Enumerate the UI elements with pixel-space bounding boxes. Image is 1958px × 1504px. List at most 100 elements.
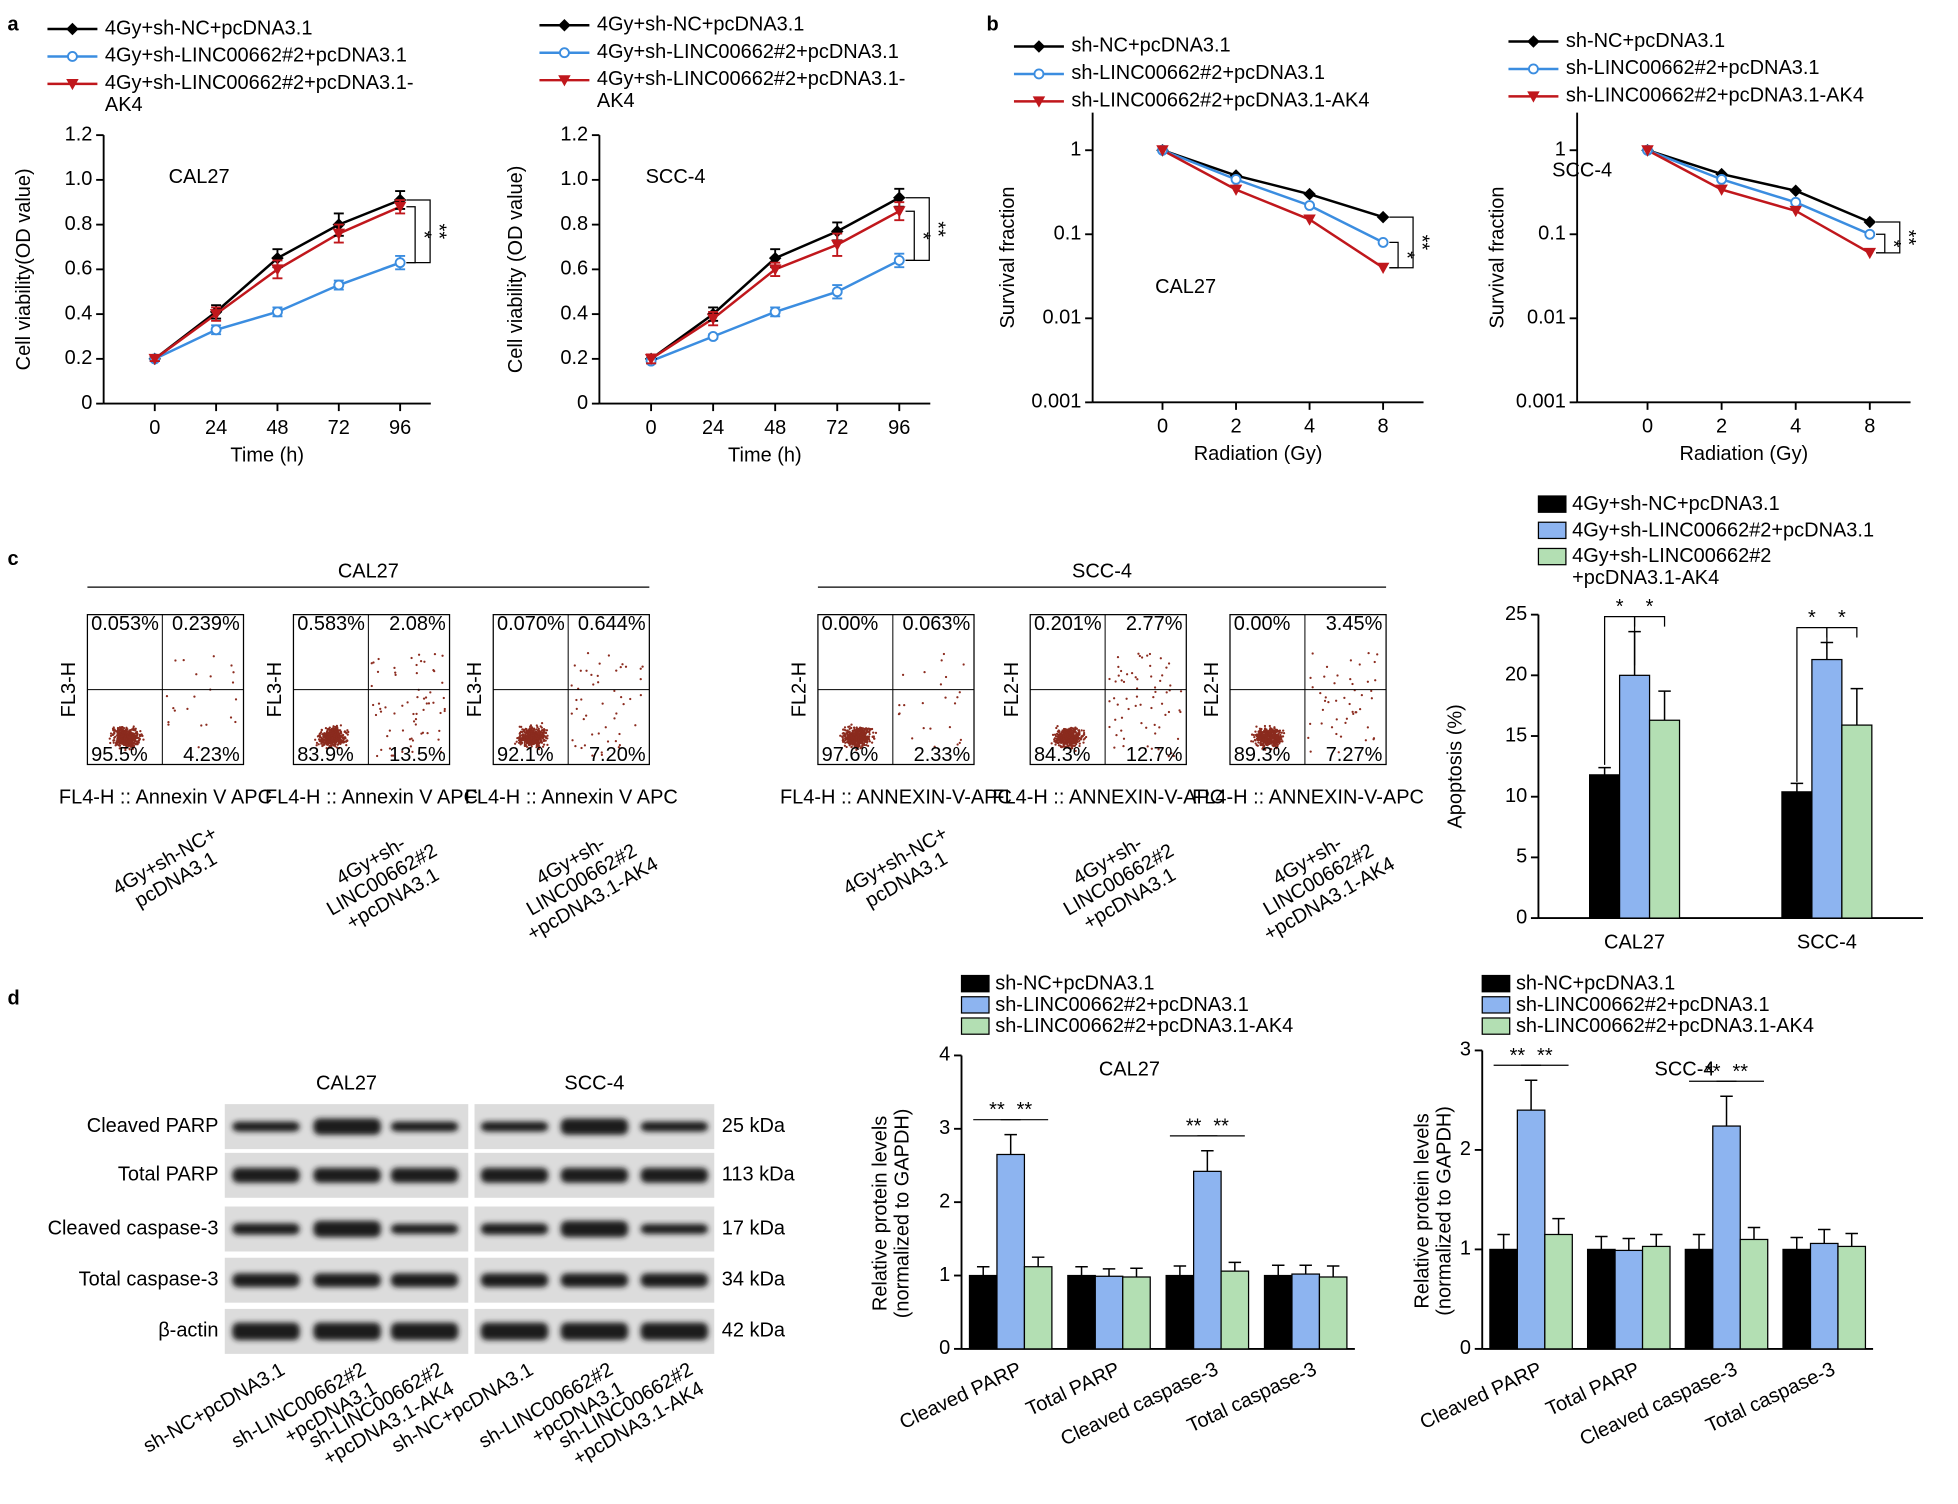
event-dot bbox=[1261, 744, 1264, 747]
error-bar bbox=[1497, 1233, 1510, 1250]
x-tick-label: 0 bbox=[149, 417, 160, 439]
event-dot bbox=[865, 744, 868, 747]
event-dot bbox=[523, 730, 526, 733]
event-dot bbox=[1072, 727, 1075, 731]
event-dot bbox=[958, 691, 961, 694]
x-tick-label: 48 bbox=[266, 417, 288, 439]
event-dot bbox=[579, 669, 582, 672]
event-dot bbox=[339, 732, 342, 735]
event-dot bbox=[600, 753, 604, 756]
blot-size-label: 34 kDa bbox=[722, 1268, 786, 1290]
event-dot bbox=[319, 740, 322, 743]
event-dot bbox=[845, 729, 848, 732]
event-dot bbox=[131, 742, 134, 745]
y-tick-label: 10 bbox=[1505, 785, 1527, 807]
event-dot bbox=[1259, 737, 1262, 740]
event-dot bbox=[124, 743, 128, 747]
event-dot bbox=[1074, 728, 1077, 731]
event-dot bbox=[1125, 673, 1129, 676]
blot-band bbox=[480, 1121, 549, 1132]
event-dot bbox=[1254, 730, 1257, 733]
event-dot bbox=[1325, 665, 1329, 668]
event-dot bbox=[118, 744, 122, 747]
event-dot bbox=[1282, 732, 1286, 735]
annotation: CAL27 bbox=[1099, 1059, 1160, 1081]
sample-label: 4Gy+sh-NC+pcDNA3.1 bbox=[109, 823, 232, 919]
event-dot bbox=[343, 730, 346, 734]
event-dot bbox=[1167, 755, 1170, 758]
event-dot bbox=[1080, 729, 1083, 732]
event-dot bbox=[438, 729, 441, 733]
event-dot bbox=[1157, 748, 1160, 751]
marker bbox=[644, 353, 658, 366]
event-dot bbox=[1335, 732, 1338, 736]
event-dot bbox=[864, 735, 868, 739]
y-tick-label: 0.2 bbox=[560, 347, 588, 369]
event-dot bbox=[517, 736, 521, 739]
event-dot bbox=[1074, 734, 1077, 738]
event-dot bbox=[138, 733, 141, 737]
event-dot bbox=[422, 697, 426, 700]
event-dot bbox=[427, 702, 431, 705]
event-dot bbox=[542, 743, 546, 746]
event-dot bbox=[174, 659, 177, 662]
legend-label: 4Gy+sh-LINC00662#2+pcDNA3.1-AK4 bbox=[1572, 545, 1771, 589]
marker bbox=[830, 239, 844, 252]
event-dot bbox=[1279, 737, 1282, 740]
event-dot bbox=[1270, 739, 1273, 742]
event-dot bbox=[639, 667, 642, 670]
event-dot bbox=[863, 737, 866, 740]
event-dot bbox=[1268, 724, 1271, 728]
event-dot bbox=[540, 740, 543, 743]
event-dot bbox=[1066, 740, 1069, 743]
quadrant-value: 3.45% bbox=[1326, 613, 1383, 635]
event-dot bbox=[1165, 666, 1168, 669]
error-bar bbox=[1075, 1265, 1088, 1276]
event-dot bbox=[1135, 687, 1139, 690]
event-dot bbox=[861, 733, 864, 736]
event-dot bbox=[527, 731, 530, 734]
error-bar bbox=[1790, 1236, 1804, 1250]
event-dot bbox=[614, 740, 617, 743]
event-dot bbox=[532, 738, 535, 741]
bar bbox=[1781, 791, 1813, 919]
quadrant-value: 0.201% bbox=[1034, 613, 1102, 635]
event-dot bbox=[1148, 652, 1152, 656]
blot-band bbox=[232, 1273, 300, 1288]
legend-swatch bbox=[1537, 547, 1567, 566]
event-dot bbox=[1149, 664, 1152, 667]
event-dot bbox=[537, 727, 540, 731]
event-dot bbox=[1122, 745, 1125, 748]
panel-label: a bbox=[7, 14, 19, 36]
event-dot bbox=[422, 708, 425, 712]
event-dot bbox=[1269, 729, 1273, 732]
significance-label: ** bbox=[427, 224, 449, 240]
event-dot bbox=[1074, 736, 1078, 739]
marker bbox=[706, 313, 720, 325]
event-dot bbox=[601, 702, 604, 705]
blot-group: SCC-4 bbox=[564, 1072, 624, 1094]
event-dot bbox=[415, 663, 418, 667]
event-dot bbox=[332, 739, 335, 742]
event-dot bbox=[314, 738, 317, 741]
event-dot bbox=[852, 736, 855, 739]
bar bbox=[1193, 1170, 1222, 1350]
event-dot bbox=[331, 731, 335, 735]
event-dot bbox=[411, 739, 415, 742]
event-dot bbox=[845, 732, 848, 735]
event-dot bbox=[1075, 742, 1078, 746]
event-dot bbox=[526, 734, 529, 737]
blot-band bbox=[390, 1167, 459, 1183]
event-dot bbox=[606, 740, 610, 743]
blot-band bbox=[640, 1322, 709, 1341]
x-tick-label: 72 bbox=[328, 417, 350, 439]
event-dot bbox=[1259, 732, 1262, 735]
event-dot bbox=[132, 745, 135, 748]
error-bar bbox=[1201, 1150, 1214, 1172]
event-dot bbox=[119, 740, 123, 743]
event-dot bbox=[401, 729, 405, 732]
blot-band bbox=[390, 1273, 459, 1288]
event-dot bbox=[540, 722, 544, 725]
event-dot bbox=[1345, 717, 1348, 720]
marker bbox=[66, 51, 78, 62]
